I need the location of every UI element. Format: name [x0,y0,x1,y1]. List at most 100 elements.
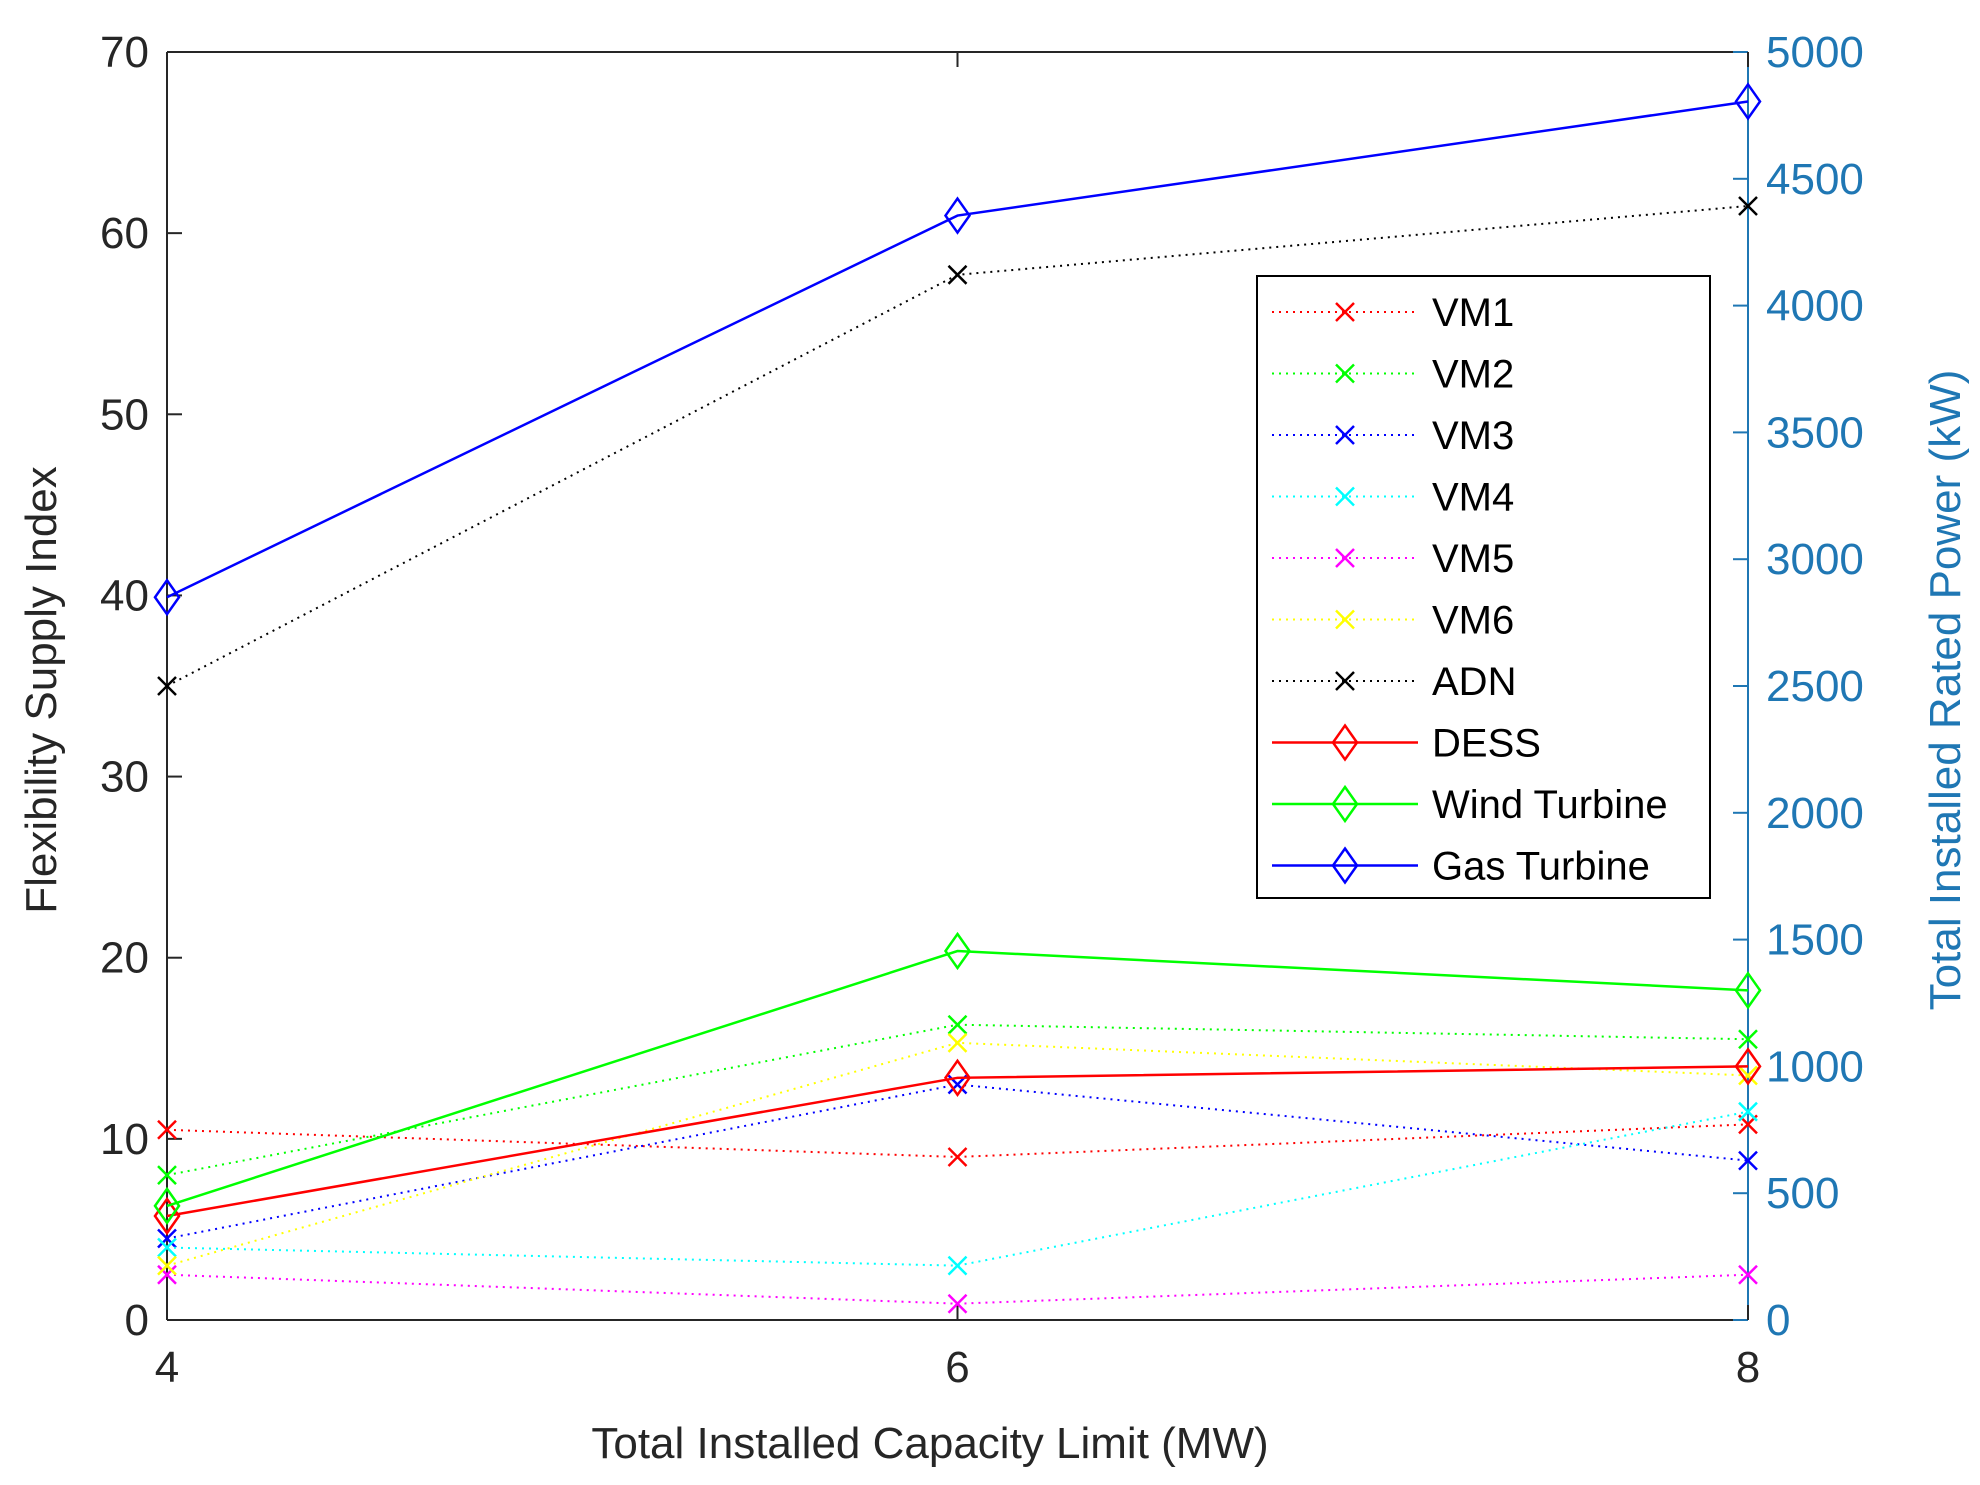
legend-label: DESS [1432,722,1541,766]
series-dess [153,1047,1762,1236]
series-vm4 [157,1101,1758,1276]
x-tick-label: 4 [155,1343,179,1392]
left-tick-label: 40 [100,571,149,620]
series-wind-turbine [153,931,1762,1226]
legend-item-dess: DESS [1272,722,1541,766]
left-tick-label: 30 [100,753,149,802]
right-y-axis: 0 500 1000 1500 2000 2500 3000 3500 4000 4500 5000 [1733,28,1864,1345]
legend-item-vm5: VM5 [1272,537,1514,581]
data-point-dess [943,1058,972,1097]
legend-item-vm4: VM4 [1272,476,1514,520]
right-tick-label: 2500 [1766,662,1864,711]
right-tick-label: 4500 [1766,155,1864,204]
legend-marker [1335,671,1355,691]
legend-item-wind-turbine: Wind Turbine [1272,783,1668,827]
legend-marker [1331,846,1359,885]
data-point-vm5 [157,1264,177,1285]
legend-marker [1335,548,1355,568]
data-point-vm3 [1738,1150,1758,1171]
right-tick-label: 0 [1766,1296,1790,1345]
right-tick-label: 500 [1766,1169,1839,1218]
x-axis: 4 6 8 [155,52,1760,1392]
series-line-dess [166,1065,1749,1218]
data-point-vm6 [157,1255,177,1276]
data-point-wind-turbine [943,931,972,971]
legend-item-adn: ADN [1272,660,1516,704]
legend-marker [1335,609,1355,630]
series-line-vm5 [166,1273,1749,1305]
data-point-gas-turbine [153,578,181,617]
data-point-vm5 [1738,1264,1758,1285]
series-line-wind-turbine [166,949,1749,1208]
x-tick-label: 6 [945,1343,969,1392]
legend-marker [1335,302,1355,322]
legend-box [1256,275,1711,899]
series-gas-turbine [153,82,1762,617]
data-point-vm2 [157,1165,177,1185]
left-tick-label: 60 [100,209,149,258]
legend: VM1 VM2 VM3 VM4 VM5 VM6 ADN DESS Wind Turbine Gas… [1256,275,1711,899]
x-tick-label: 8 [1736,1343,1760,1392]
right-tick-label: 3500 [1766,408,1864,457]
legend-label: VM2 [1432,353,1514,397]
legend-label: VM4 [1432,476,1514,520]
left-tick-label: 0 [125,1296,149,1345]
series-layer [153,82,1762,1314]
left-y-axis-label: Flexibility Supply Index [17,466,66,914]
data-point-vm5 [947,1293,968,1314]
legend-marker [1335,486,1355,507]
data-point-gas-turbine [1734,82,1762,121]
legend-marker [1331,784,1359,824]
series-vm1 [157,1114,1758,1167]
legend-item-vm1: VM1 [1272,291,1514,335]
data-point-adn [947,264,968,285]
legend-label: VM5 [1432,537,1514,581]
legend-item-vm3: VM3 [1272,414,1514,458]
data-point-vm2 [1738,1029,1758,1050]
series-line-vm2 [166,1023,1749,1177]
data-point-vm4 [947,1255,968,1276]
data-point-vm3 [157,1228,177,1249]
left-tick-label: 70 [100,28,149,77]
left-tick-label: 10 [100,1115,149,1164]
data-point-wind-turbine [153,1186,181,1226]
right-tick-label: 1500 [1766,916,1864,965]
left-tick-label: 20 [100,934,149,983]
series-line-vm3 [166,1083,1749,1240]
x-axis-label: Total Installed Capacity Limit (MW) [591,1419,1268,1468]
right-y-axis-label: Total Installed Rated Power (kW) [1921,370,1970,1011]
data-point-vm4 [1738,1101,1758,1122]
data-point-dess [1734,1047,1762,1086]
legend-item-gas-turbine: Gas Turbine [1272,845,1650,889]
data-point-wind-turbine [1734,971,1762,1010]
legend-marker [1335,425,1355,445]
series-vm2 [157,1014,1758,1185]
right-tick-label: 5000 [1766,28,1864,77]
series-vm5 [157,1264,1758,1314]
series-line-gas-turbine [166,100,1749,599]
data-point-vm4 [157,1237,177,1258]
legend-item-vm2: VM2 [1272,353,1514,397]
data-point-vm1 [947,1147,968,1167]
legend-label: Gas Turbine [1432,845,1650,889]
right-tick-label: 3000 [1766,535,1864,584]
series-vm3 [157,1074,1758,1249]
legend-label: VM6 [1432,599,1514,643]
series-vm6 [157,1032,1758,1276]
legend-label: ADN [1432,660,1516,704]
data-point-gas-turbine [943,196,972,235]
data-point-adn [157,676,177,696]
legend-label: Wind Turbine [1432,783,1668,827]
data-point-adn [1738,196,1758,216]
right-tick-label: 1000 [1766,1042,1864,1091]
legend-item-vm6: VM6 [1272,599,1514,643]
data-point-vm6 [1738,1065,1758,1086]
legend-marker [1335,363,1355,384]
data-point-vm2 [947,1014,968,1035]
series-adn [157,196,1758,696]
series-line-vm6 [166,1041,1749,1267]
left-tick-label: 50 [100,390,149,439]
right-tick-label: 2000 [1766,789,1864,838]
legend-marker [1331,723,1359,762]
